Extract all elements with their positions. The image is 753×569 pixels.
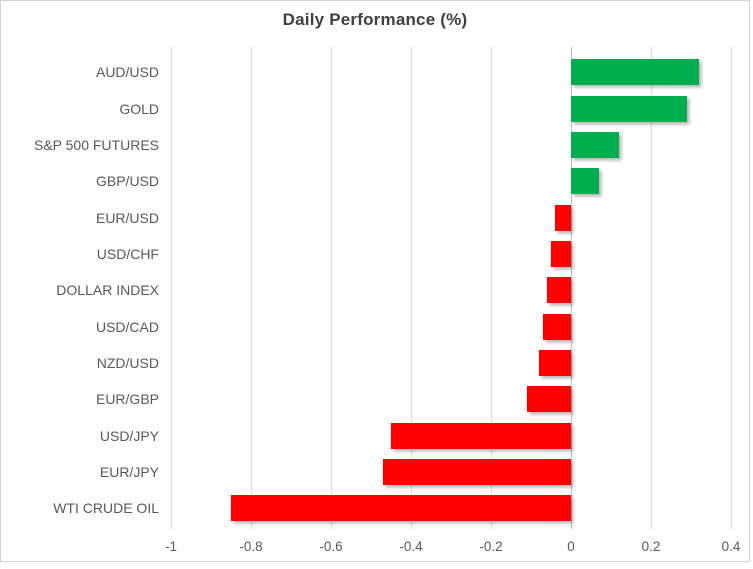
- bar-s-p-500-futures: [571, 131, 619, 158]
- category-label: WTI CRUDE OIL: [53, 500, 159, 517]
- bar-eur-usd: [555, 204, 571, 231]
- chart-title: Daily Performance (%): [282, 10, 468, 29]
- x-axis-tick-label: -0.6: [319, 539, 343, 554]
- category-label: USD/CAD: [95, 318, 159, 335]
- category-label: EUR/USD: [95, 209, 159, 226]
- category-label: EUR/JPY: [99, 464, 159, 481]
- category-label: EUR/GBP: [95, 391, 159, 408]
- x-axis-tick-label: -0.4: [399, 539, 423, 554]
- bar-wti-crude-oil: [231, 495, 571, 522]
- bar-usd-chf: [551, 240, 571, 267]
- bar-usd-jpy: [391, 422, 571, 449]
- gridline: [331, 47, 332, 529]
- bar-aud-usd: [571, 59, 699, 86]
- x-axis-tick-label: 0.2: [641, 539, 661, 554]
- x-axis-tick-label: -1: [164, 539, 177, 554]
- bar-gbp-usd: [571, 168, 599, 195]
- bar-eur-jpy: [383, 459, 571, 486]
- gridline: [651, 47, 652, 529]
- category-label: DOLLAR INDEX: [56, 282, 159, 299]
- gridline: [731, 47, 732, 529]
- x-axis-tick-label: 0.4: [721, 539, 741, 554]
- bar-dollar-index: [547, 277, 571, 304]
- gridline: [171, 47, 172, 529]
- category-label: GBP/USD: [95, 173, 159, 190]
- zero-axis-line: [571, 47, 572, 529]
- x-axis-tick-label: -0.2: [479, 539, 503, 554]
- category-label: S&P 500 FUTURES: [33, 136, 159, 153]
- gridline: [411, 47, 412, 529]
- gridline: [491, 47, 492, 529]
- category-label: USD/JPY: [99, 427, 159, 444]
- gridline: [251, 47, 252, 529]
- bar-eur-gbp: [527, 386, 571, 413]
- category-label: USD/CHF: [96, 245, 159, 262]
- category-label: NZD/USD: [96, 354, 159, 371]
- bar-nzd-usd: [539, 349, 571, 376]
- x-axis-tick-label: 0: [567, 539, 575, 554]
- bar-usd-cad: [543, 313, 571, 340]
- category-label: GOLD: [119, 100, 159, 117]
- category-label: AUD/USD: [95, 64, 159, 81]
- x-axis-tick-label: -0.8: [239, 539, 263, 554]
- bar-gold: [571, 95, 687, 122]
